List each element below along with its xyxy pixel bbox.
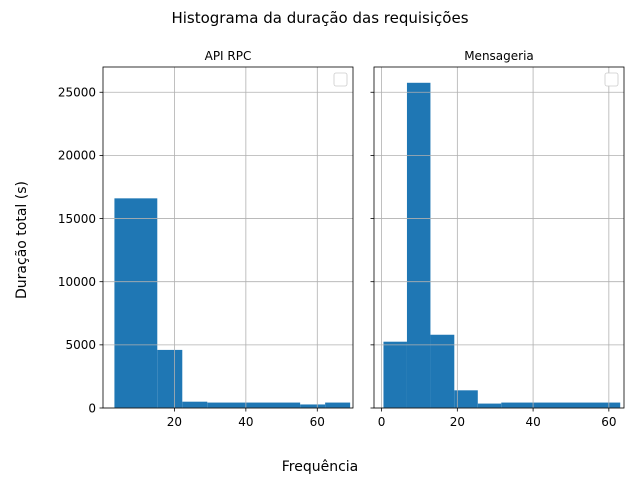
panel-mensageria: Mensageria 0 20 40 60 <box>370 49 625 429</box>
histogram-bar-3 <box>454 390 478 408</box>
figure-title: Histograma da duração das requisições <box>171 9 468 27</box>
figure-xlabel: Frequência <box>282 459 359 475</box>
histogram-bar-2 <box>430 334 455 408</box>
x-tick-label: 20 <box>450 415 465 429</box>
y-tick-label: 10000 <box>58 275 96 289</box>
panel-title-api-rpc: API RPC <box>205 49 252 63</box>
legend-box <box>333 72 348 87</box>
histogram-bar-0 <box>383 341 407 408</box>
legend-box <box>604 72 619 87</box>
y-tick-label: 15000 <box>58 212 96 226</box>
y-tick-label: 20000 <box>58 149 96 163</box>
histogram-bar-5 <box>325 402 351 408</box>
x-tick-label: 60 <box>601 415 616 429</box>
y-tick-label: 0 <box>88 401 96 415</box>
x-tick-label: 20 <box>167 415 182 429</box>
axes-frame <box>102 66 354 409</box>
x-tick-label: 40 <box>525 415 540 429</box>
x-tick-label: 60 <box>310 415 325 429</box>
y-tick-label: 25000 <box>58 86 96 100</box>
figure-ylabel: Duração total (s) <box>14 181 30 299</box>
histogram-bar-2 <box>182 401 208 408</box>
axes-frame <box>373 66 625 409</box>
grid <box>374 67 624 409</box>
histogram-bar-3 <box>207 402 301 408</box>
y-tick-label: 5000 <box>65 338 96 352</box>
histogram-bar-4 <box>300 404 326 408</box>
panel-api-rpc: API RPC 20 40 60 0 5000 10000 15000 20000 25000 <box>58 49 354 429</box>
histogram-bar-1 <box>157 349 183 408</box>
histogram-bar-4 <box>477 403 502 408</box>
histogram-bar-1 <box>406 82 431 408</box>
x-tick-label: 40 <box>238 415 253 429</box>
histogram-bar-0 <box>114 198 158 408</box>
panel-title-mensageria: Mensageria <box>464 49 534 63</box>
x-tick-label: 0 <box>378 415 386 429</box>
histogram-bar-5 <box>501 402 621 408</box>
